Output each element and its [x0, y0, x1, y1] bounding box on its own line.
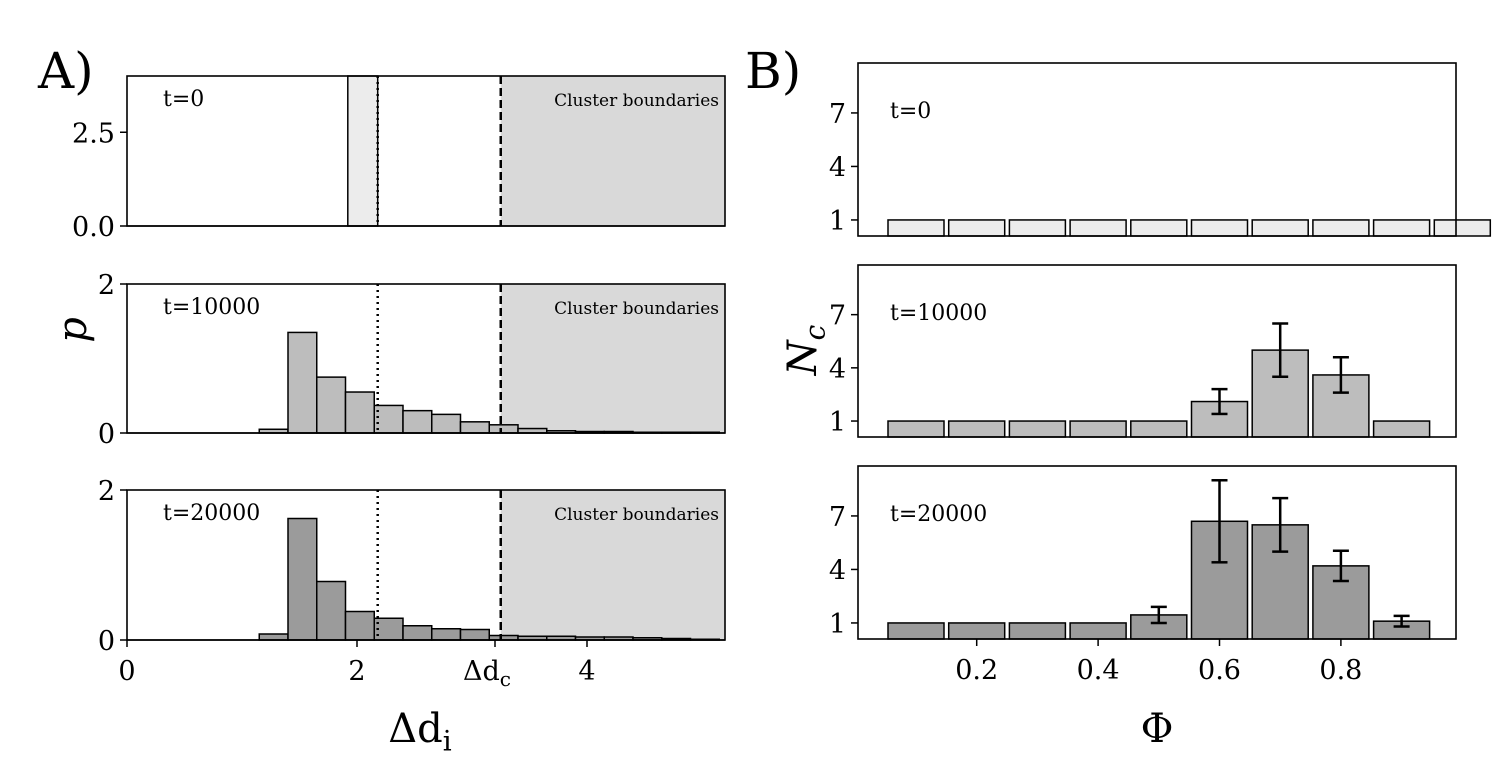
panel-b-subplot-2: 1 4 7 t=20000 0.2 0.4 0.6 0.8: [829, 465, 1457, 686]
bar: [1190, 219, 1249, 237]
axes-frame: [126, 489, 726, 641]
histogram-bar: [347, 75, 379, 227]
histogram-bar: [431, 413, 462, 434]
bar: [1130, 420, 1188, 438]
cluster-region: [500, 284, 725, 433]
time-label: t=0: [163, 87, 204, 112]
histogram-bar: [258, 633, 289, 641]
bar: [947, 622, 1006, 640]
y-tick-label: 7: [829, 99, 846, 130]
x-tick-label: 0.4: [1077, 655, 1120, 686]
bar: [1372, 219, 1431, 237]
panel-a-subplot-0: 0.0 2.5 t=0 Cluster boundaries: [72, 75, 726, 243]
panel-b-label: B): [745, 42, 801, 100]
time-label: t=10000: [890, 301, 987, 326]
x-tick-label: Δdc: [463, 656, 511, 691]
histogram-bar: [402, 625, 433, 641]
axes-frame: [857, 264, 1457, 438]
axes-frame: [857, 465, 1457, 640]
panel-a-subplot-1: 0 2 t=10000 Cluster boundaries: [98, 270, 726, 450]
x-axis-title: Φ: [1141, 706, 1174, 752]
y-tick-label: 7: [829, 301, 846, 332]
y-axis-title: p: [50, 317, 96, 343]
histogram-bar: [316, 580, 347, 641]
cluster-region: [500, 76, 725, 226]
y-tick-label: 2.5: [72, 118, 115, 149]
bar: [1130, 219, 1188, 237]
y-tick-label: 0: [98, 419, 115, 450]
bar: [1312, 219, 1370, 237]
time-label: t=20000: [163, 501, 260, 526]
cluster-region: [500, 490, 725, 640]
histogram-bar: [402, 409, 433, 434]
bar: [1069, 219, 1127, 237]
time-label: t=10000: [163, 295, 260, 320]
histogram-bar: [344, 391, 375, 434]
y-tick-label: 0.0: [72, 212, 115, 243]
histogram-bar: [287, 517, 318, 641]
y-tick-label: 2: [98, 476, 115, 507]
y-tick-label: 1: [829, 407, 846, 438]
x-tick-label: 0: [118, 656, 135, 687]
y-tick-label: 4: [829, 555, 846, 586]
bar: [1008, 420, 1067, 438]
y-tick-label: 1: [829, 609, 846, 640]
y-axis-title: Nc: [780, 324, 831, 376]
time-label: t=20000: [890, 502, 987, 527]
panel-b-subplot-1: 1 4 7 t=10000: [829, 264, 1457, 438]
bar: [1069, 420, 1127, 438]
y-tick-label: 2: [98, 270, 115, 301]
histogram-bar: [459, 421, 490, 434]
bar: [1069, 622, 1127, 640]
y-tick-label: 7: [829, 502, 846, 533]
bar: [887, 622, 945, 640]
x-tick-label: 0.6: [1198, 655, 1241, 686]
x-tick-label: 0.2: [955, 655, 998, 686]
bar: [1251, 219, 1309, 237]
axes-frame: [126, 283, 726, 434]
axes-frame: [126, 75, 726, 227]
panel-a-label: A): [37, 42, 94, 100]
bar: [1008, 219, 1067, 237]
bar: [947, 219, 1006, 237]
bar: [1433, 219, 1492, 237]
bar: [887, 219, 945, 237]
cluster-boundaries-label: Cluster boundaries: [554, 505, 719, 525]
x-tick-label: 4: [578, 656, 595, 687]
bar: [947, 420, 1006, 438]
bar: [887, 420, 945, 438]
cluster-boundaries-label: Cluster boundaries: [554, 299, 719, 319]
panel-b-subplot-0: 1 4 7 t=0: [829, 62, 1492, 237]
y-tick-label: 1: [829, 206, 846, 237]
histogram-bar: [287, 331, 318, 434]
x-axis-title: Δdi: [388, 706, 452, 757]
axes-frame: [857, 62, 1457, 237]
x-tick-label: 0.8: [1319, 655, 1362, 686]
histogram-bar: [459, 628, 490, 641]
bar: [1372, 420, 1431, 438]
histogram-bar: [316, 376, 347, 434]
histogram-bar: [431, 628, 462, 641]
cluster-boundaries-label: Cluster boundaries: [554, 91, 719, 111]
x-tick-label: 2: [348, 656, 365, 687]
y-tick-label: 4: [829, 354, 846, 385]
histogram-bar: [488, 424, 519, 434]
y-tick-label: 4: [829, 152, 846, 183]
bar: [1008, 622, 1067, 640]
y-tick-label: 0: [98, 626, 115, 657]
time-label: t=0: [890, 99, 931, 124]
histogram-bar: [344, 610, 375, 641]
panel-a-subplot-2: 0 2 t=20000 Cluster boundaries 0 2 4: [98, 476, 726, 687]
